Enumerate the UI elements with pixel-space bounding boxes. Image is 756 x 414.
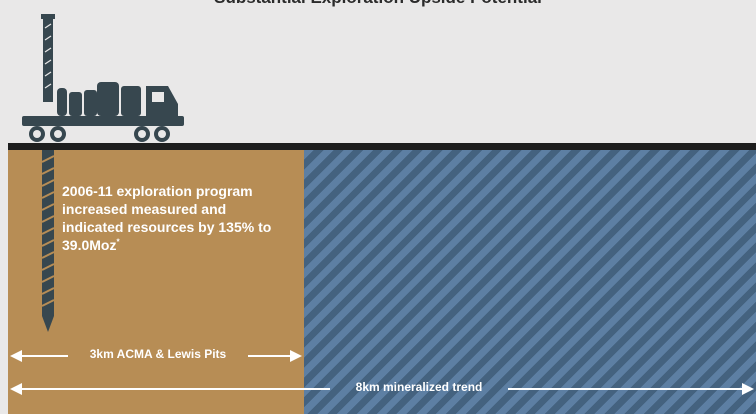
arrow-left-icon [10,383,22,395]
pits-width-arrow: 3km ACMA & Lewis Pits [10,347,302,362]
arrow-right-icon [742,383,754,395]
arrow-line [508,388,742,390]
arrow-line [22,388,330,390]
pits-width-label: 3km ACMA & Lewis Pits [89,347,227,361]
diagram-title: Substantial Exploration Upside Potential [0,0,756,8]
footnote-marker: * [116,237,120,247]
arrow-right-icon [290,350,302,362]
arrow-line [22,355,68,357]
ground-surface-line [8,143,756,150]
trend-length-label: 8km mineralized trend [355,380,483,394]
exploration-note-text: 2006-11 exploration program increased me… [62,183,272,253]
trend-length-arrow: 8km mineralized trend [10,380,754,395]
exploration-note: 2006-11 exploration program increased me… [62,182,282,254]
arrow-left-icon [10,350,22,362]
arrow-line [248,355,290,357]
acma-lewis-pits-region [8,150,304,414]
mineralized-trend-region [304,150,756,414]
